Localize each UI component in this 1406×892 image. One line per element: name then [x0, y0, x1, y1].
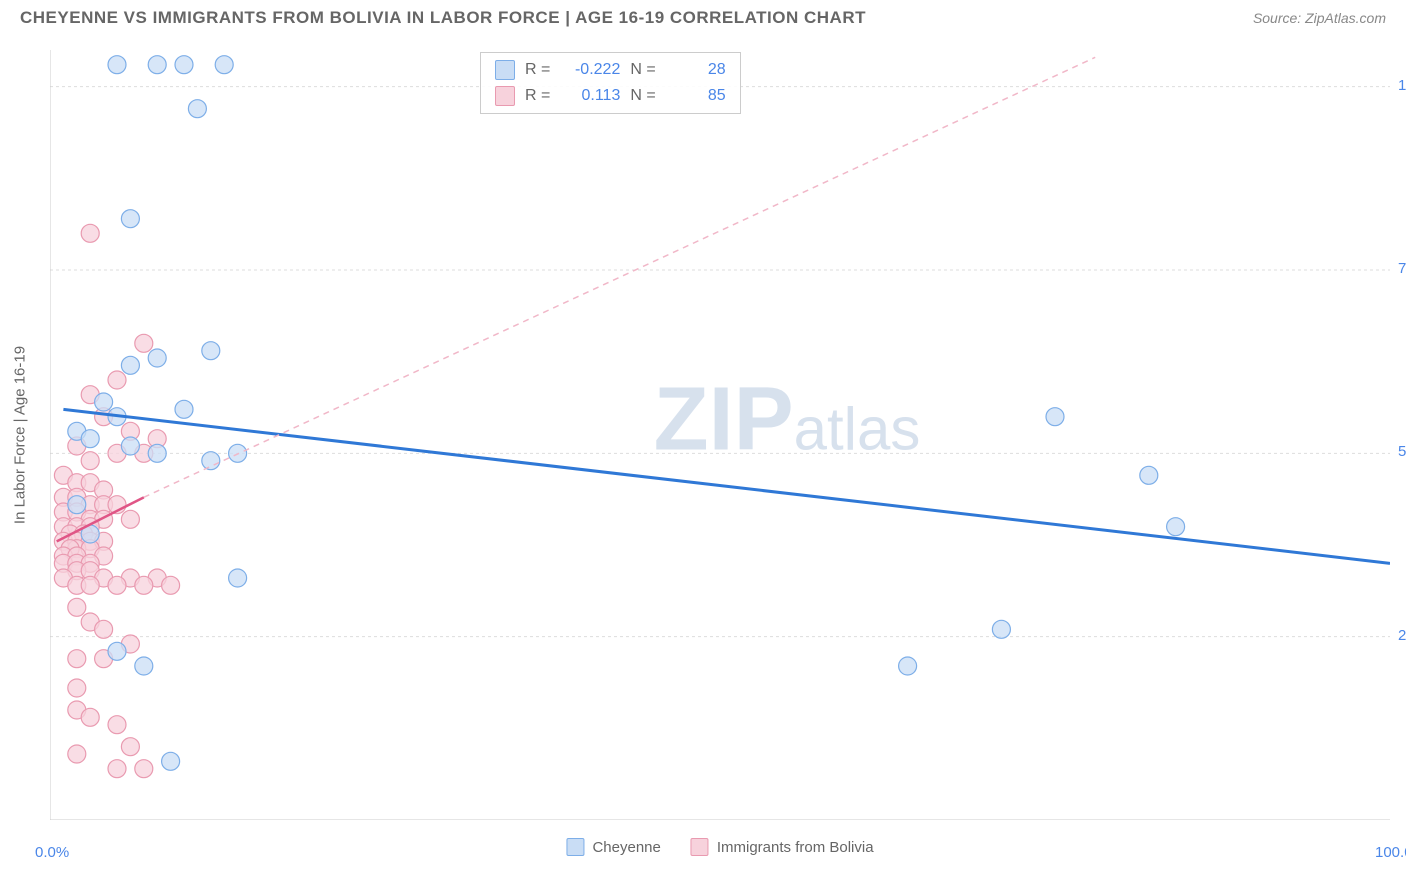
- r-label: R =: [525, 87, 550, 105]
- legend-item-cheyenne: Cheyenne: [566, 838, 660, 856]
- y-tick-label: 25.0%: [1398, 627, 1406, 644]
- legend-item-bolivia: Immigrants from Bolivia: [691, 838, 874, 856]
- legend-swatch-icon: [566, 838, 584, 856]
- n-label: N =: [630, 87, 655, 105]
- source-label: Source: ZipAtlas.com: [1253, 10, 1386, 26]
- r-value-cheyenne: -0.222: [560, 61, 620, 79]
- chart-area: In Labor Force | Age 16-19 ZIPatlas R = …: [50, 50, 1390, 820]
- y-axis-label: In Labor Force | Age 16-19: [12, 346, 29, 524]
- stats-row-bolivia: R = 0.113 N = 85: [495, 83, 726, 109]
- y-tick-label: 100.0%: [1398, 77, 1406, 94]
- legend-swatch-cheyenne: [495, 60, 515, 80]
- scatter-plot: [50, 50, 1390, 820]
- n-label: N =: [630, 61, 655, 79]
- stats-row-cheyenne: R = -0.222 N = 28: [495, 57, 726, 83]
- chart-title: CHEYENNE VS IMMIGRANTS FROM BOLIVIA IN L…: [20, 8, 866, 28]
- stats-legend-box: R = -0.222 N = 28 R = 0.113 N = 85: [480, 52, 741, 114]
- legend-swatch-bolivia: [495, 86, 515, 106]
- header: CHEYENNE VS IMMIGRANTS FROM BOLIVIA IN L…: [0, 0, 1406, 40]
- x-tick-label: 100.0%: [1375, 844, 1406, 861]
- legend-swatch-icon: [691, 838, 709, 856]
- n-value-bolivia: 85: [666, 87, 726, 105]
- n-value-cheyenne: 28: [666, 61, 726, 79]
- legend-bottom: Cheyenne Immigrants from Bolivia: [566, 838, 873, 856]
- legend-label-bolivia: Immigrants from Bolivia: [717, 839, 874, 856]
- legend-label-cheyenne: Cheyenne: [592, 839, 660, 856]
- x-tick-label: 0.0%: [35, 844, 69, 861]
- y-tick-label: 75.0%: [1398, 260, 1406, 277]
- y-tick-label: 50.0%: [1398, 443, 1406, 460]
- r-value-bolivia: 0.113: [560, 87, 620, 105]
- r-label: R =: [525, 61, 550, 79]
